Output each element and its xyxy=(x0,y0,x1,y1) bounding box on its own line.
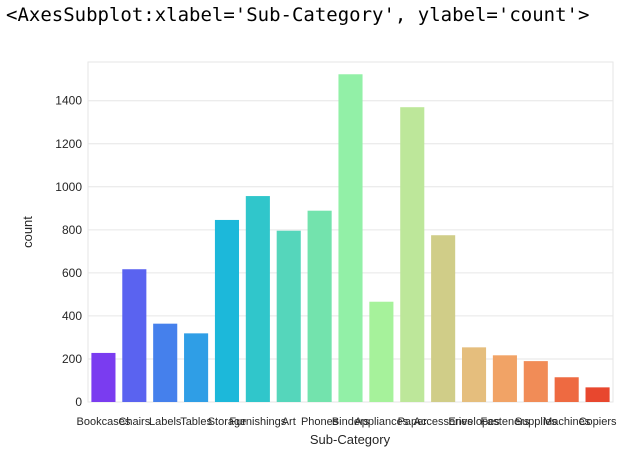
bar-tables xyxy=(184,333,209,402)
bar-accessories xyxy=(431,235,456,402)
bars xyxy=(91,74,610,403)
bar-furnishings xyxy=(245,196,270,402)
bar-storage xyxy=(214,219,240,402)
x-tick-label: Labels xyxy=(149,416,182,428)
bar-paper xyxy=(400,107,425,402)
x-tick-label: Binders xyxy=(332,416,370,428)
bar-art xyxy=(276,230,301,402)
x-tick-label: Paper xyxy=(398,416,428,428)
bar-bookcases xyxy=(91,352,116,402)
x-tick-label: Fasteners xyxy=(480,416,529,428)
x-tick-label: Art xyxy=(282,416,296,428)
bar-appliances xyxy=(369,301,394,402)
bar-machines xyxy=(554,377,579,402)
x-tick-labels: BookcasesChairsLabelsTablesStorageFurnis… xyxy=(77,416,617,428)
y-tick-label: 0 xyxy=(75,395,82,409)
bar-phones xyxy=(307,210,332,402)
x-tick-label: Tables xyxy=(180,416,212,428)
y-tick-label: 1000 xyxy=(55,180,82,194)
x-tick-label: Chairs xyxy=(118,416,150,428)
bar-copiers xyxy=(585,387,610,402)
bar-labels xyxy=(153,323,178,402)
bar-binders xyxy=(338,74,363,403)
output-header: <AxesSubplot:xlabel='Sub-Category', ylab… xyxy=(6,4,590,26)
x-tick-label: Supplies xyxy=(515,416,558,428)
x-tick-label: Phones xyxy=(301,416,339,428)
x-tick-label: Envelopes xyxy=(448,416,500,428)
x-tick-label: Bookcases xyxy=(77,416,131,428)
bar-envelopes xyxy=(461,347,487,402)
y-tick-labels: 0 200 400 600 800 1000 1200 1400 xyxy=(55,94,82,409)
y-tick-label: 400 xyxy=(62,309,82,323)
x-axis-label: Sub-Category xyxy=(310,432,391,447)
x-tick-label: Storage xyxy=(208,416,247,428)
y-tick-label: 600 xyxy=(62,266,82,280)
bar-fasteners xyxy=(492,355,517,402)
x-tick-label: Appliances xyxy=(354,416,408,428)
x-tick-label: Machines xyxy=(543,416,591,428)
bar-supplies xyxy=(523,361,548,402)
x-tick-label: Accessories xyxy=(413,416,473,428)
y-tick-label: 800 xyxy=(62,223,82,237)
bar-chairs xyxy=(122,269,147,402)
x-tick-label: Copiers xyxy=(579,416,617,428)
y-tick-label: 1400 xyxy=(55,94,82,108)
y-tick-label: 1200 xyxy=(55,137,82,151)
x-tick-label: Furnishings xyxy=(229,416,286,428)
y-axis-label: count xyxy=(20,216,35,248)
y-tick-label: 200 xyxy=(62,352,82,366)
